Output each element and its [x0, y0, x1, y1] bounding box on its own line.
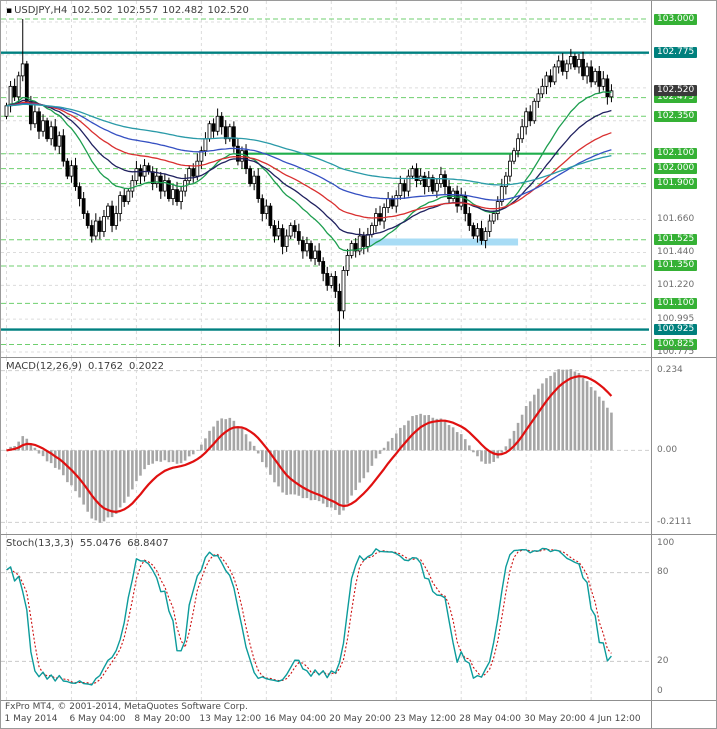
macd-panel[interactable]: [1, 358, 651, 534]
grid: [1, 535, 649, 700]
time-label: 13 May 12:00: [199, 714, 262, 724]
price-label: 101.440: [657, 247, 695, 257]
price-label: 101.525: [654, 234, 698, 246]
time-label: 20 May 20:00: [329, 714, 392, 724]
time-label: 23 May 12:00: [394, 714, 456, 724]
macd-axis-label: -0.2111: [657, 516, 692, 527]
macd-signal-line: [6, 375, 613, 513]
quote-high: 102.557: [116, 5, 159, 16]
stoch-panel[interactable]: [1, 535, 651, 700]
price-label: 100.925: [654, 324, 698, 335]
grid: [1, 1, 649, 357]
quote-low: 102.482: [162, 5, 204, 16]
main-chart-panel[interactable]: [1, 1, 651, 357]
stoch-d-line: [6, 548, 612, 685]
chart-symbol: USDJPY,H4: [14, 5, 68, 16]
stoch-axis-label: 0: [657, 685, 663, 696]
price-label: 102.000: [654, 163, 698, 175]
stoch-value-k: 55.0476: [79, 538, 122, 549]
price-label: 101.350: [654, 260, 698, 272]
price-axis[interactable]: 103.000 102.775 102.520 102.475 102.350 102.1…: [651, 1, 716, 728]
price-label: 102.100: [654, 148, 698, 160]
time-label: 28 May 04:00: [459, 714, 521, 724]
macd-axis-label: 0.234: [657, 365, 683, 376]
chart-title: ▪ USDJPY,H4 102.502 102.557 102.482 102.520: [6, 5, 253, 16]
level-lines: [1, 18, 649, 346]
stoch-name: Stoch(13,3,3): [6, 538, 74, 549]
support-band: [367, 238, 519, 246]
price-label: 102.775: [654, 47, 698, 59]
price-label: 102.350: [654, 110, 698, 122]
moving-averages: [6, 91, 612, 252]
stoch-k-line: [6, 547, 612, 686]
footer: FxPro MT4, © 2001-2014, MetaQuotes Softw…: [1, 701, 651, 728]
quote-close: 102.520: [207, 5, 249, 16]
stoch-axis-label: 80: [657, 567, 669, 578]
price-label: 102.475: [654, 92, 698, 104]
macd-value-main: 0.1762: [87, 361, 123, 372]
stoch-value-d: 68.8407: [127, 538, 169, 549]
time-label: 1 May 2014: [4, 714, 58, 724]
chart-symbol-icon: ▪: [6, 6, 13, 16]
time-label: 30 May 20:00: [524, 714, 586, 724]
macd-name: MACD(12,26,9): [6, 361, 82, 372]
resistance-lines: [1, 51, 649, 331]
macd-value-signal: 0.2022: [128, 361, 164, 372]
stoch-axis-label: 20: [657, 655, 669, 666]
price-label: 100.995: [657, 313, 695, 324]
price-label: 103.000: [654, 13, 698, 25]
panel-separator[interactable]: [1, 357, 716, 358]
time-label: 6 May 04:00: [69, 714, 126, 724]
stoch-axis-label: 100: [657, 537, 675, 548]
price-label: 102.520: [654, 85, 698, 97]
copyright: FxPro MT4, © 2001-2014, MetaQuotes Softw…: [5, 702, 248, 712]
time-label: 8 May 20:00: [134, 714, 191, 724]
price-label: 101.100: [654, 297, 698, 309]
panel-separator[interactable]: [1, 700, 716, 701]
time-label: 4 Jun 12:00: [589, 714, 641, 724]
quote-open: 102.502: [71, 5, 113, 16]
price-label: 100.825: [654, 339, 698, 350]
price-label: 101.220: [657, 279, 695, 290]
panel-separator[interactable]: [1, 534, 716, 535]
price-label: 101.900: [654, 178, 698, 190]
stoch-label: Stoch(13,3,3) 55.0476 68.8407: [6, 538, 169, 549]
macd-label: MACD(12,26,9) 0.1762 0.2022: [6, 361, 164, 372]
price-label: 100.775: [657, 346, 695, 357]
time-label: 16 May 04:00: [264, 714, 327, 724]
macd-axis-label: 0.00: [657, 444, 678, 455]
price-label: 101.660: [657, 214, 695, 224]
